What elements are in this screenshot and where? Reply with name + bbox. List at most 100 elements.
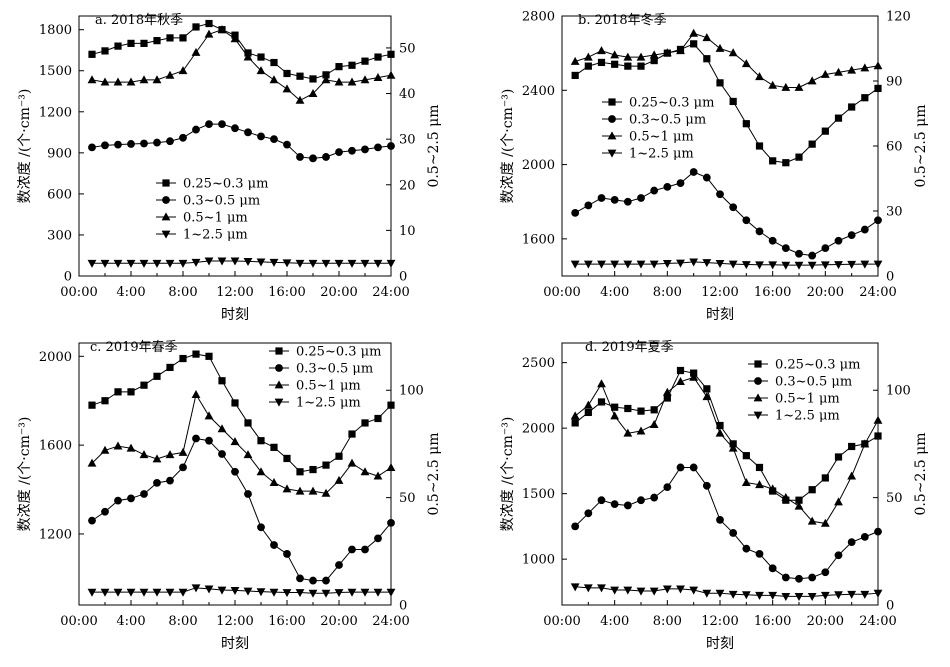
series-line [91, 22, 392, 80]
data-point [611, 403, 619, 411]
data-point [742, 120, 750, 128]
data-point [360, 588, 370, 597]
data-point [755, 591, 764, 600]
data-point [348, 545, 356, 554]
y2-tick-label: 0 [399, 599, 407, 614]
series-2 [571, 168, 882, 260]
data-point [795, 496, 803, 504]
data-point [676, 377, 685, 386]
data-point [87, 588, 97, 597]
data-point [192, 434, 200, 443]
data-point [821, 127, 829, 135]
data-point [873, 415, 883, 424]
legend-marker [754, 360, 762, 368]
data-point [296, 72, 304, 80]
data-point [192, 23, 200, 31]
y-tick-label: 1500 [39, 64, 72, 79]
y2-tick-label: 10 [399, 224, 416, 239]
series-3 [570, 28, 883, 91]
data-point [807, 76, 817, 85]
data-point [270, 58, 278, 67]
data-point [139, 75, 149, 84]
y2-tick-label: 100 [886, 384, 911, 399]
data-point [729, 97, 737, 106]
data-point [387, 401, 395, 409]
data-point [820, 69, 830, 78]
data-point [321, 488, 331, 497]
data-point [807, 593, 817, 602]
data-point [179, 133, 187, 142]
data-point [755, 142, 764, 150]
data-point [191, 584, 201, 593]
data-point [860, 590, 870, 599]
data-point [597, 398, 606, 406]
data-point [204, 411, 214, 420]
legend-marker [274, 380, 284, 389]
data-point [741, 59, 751, 68]
data-point [217, 586, 227, 595]
data-point [244, 490, 252, 498]
data-point [114, 388, 122, 396]
data-point [231, 124, 239, 133]
data-point [808, 140, 816, 148]
data-point [205, 436, 213, 445]
data-point [204, 585, 214, 594]
data-point [795, 574, 803, 583]
data-point [100, 77, 110, 86]
data-point [373, 471, 383, 480]
data-point [322, 461, 330, 469]
data-point [295, 589, 305, 598]
x-tick-label: 12:00 [216, 285, 253, 300]
data-point [230, 257, 240, 266]
data-point [218, 450, 226, 458]
data-point [834, 114, 843, 122]
y2-tick-label: 40 [399, 87, 416, 102]
data-point [860, 225, 869, 234]
data-point [191, 47, 201, 56]
data-point [649, 587, 659, 596]
data-point [322, 153, 330, 161]
data-point [570, 56, 580, 65]
data-point [165, 450, 175, 459]
x-tick-label: 16:00 [268, 285, 305, 300]
data-point [795, 249, 803, 258]
data-point [637, 407, 645, 415]
data-point [217, 25, 227, 34]
data-point [166, 476, 174, 485]
data-point [611, 60, 619, 68]
data-point [243, 587, 253, 596]
data-point [166, 34, 174, 42]
data-point [741, 591, 751, 600]
series-line [575, 586, 879, 597]
data-point [624, 62, 632, 70]
data-point [309, 576, 317, 585]
data-point [834, 453, 843, 461]
data-point [127, 494, 135, 503]
data-point [689, 372, 699, 381]
data-point [139, 450, 149, 459]
data-point [873, 61, 883, 70]
data-point [114, 42, 122, 50]
x-tick-label: 24:00 [372, 614, 409, 629]
data-point [166, 137, 174, 146]
data-point [729, 203, 738, 212]
data-point [690, 40, 698, 48]
data-point [662, 48, 672, 57]
legend-marker [162, 179, 170, 187]
data-point [101, 47, 109, 55]
data-point [218, 120, 226, 129]
data-point [676, 259, 685, 268]
chart-title: a. 2018年秋季 [95, 13, 183, 28]
data-point [309, 154, 317, 163]
data-point [348, 430, 356, 438]
data-point [178, 66, 188, 75]
data-point [282, 259, 292, 268]
y-tick-label: 300 [47, 228, 72, 243]
data-point [308, 259, 318, 268]
legend-marker [753, 411, 763, 420]
data-point [689, 586, 699, 595]
series-line [92, 260, 391, 264]
series-4 [570, 583, 883, 602]
data-point [126, 77, 136, 86]
x-tick-label: 00:00 [60, 614, 97, 629]
